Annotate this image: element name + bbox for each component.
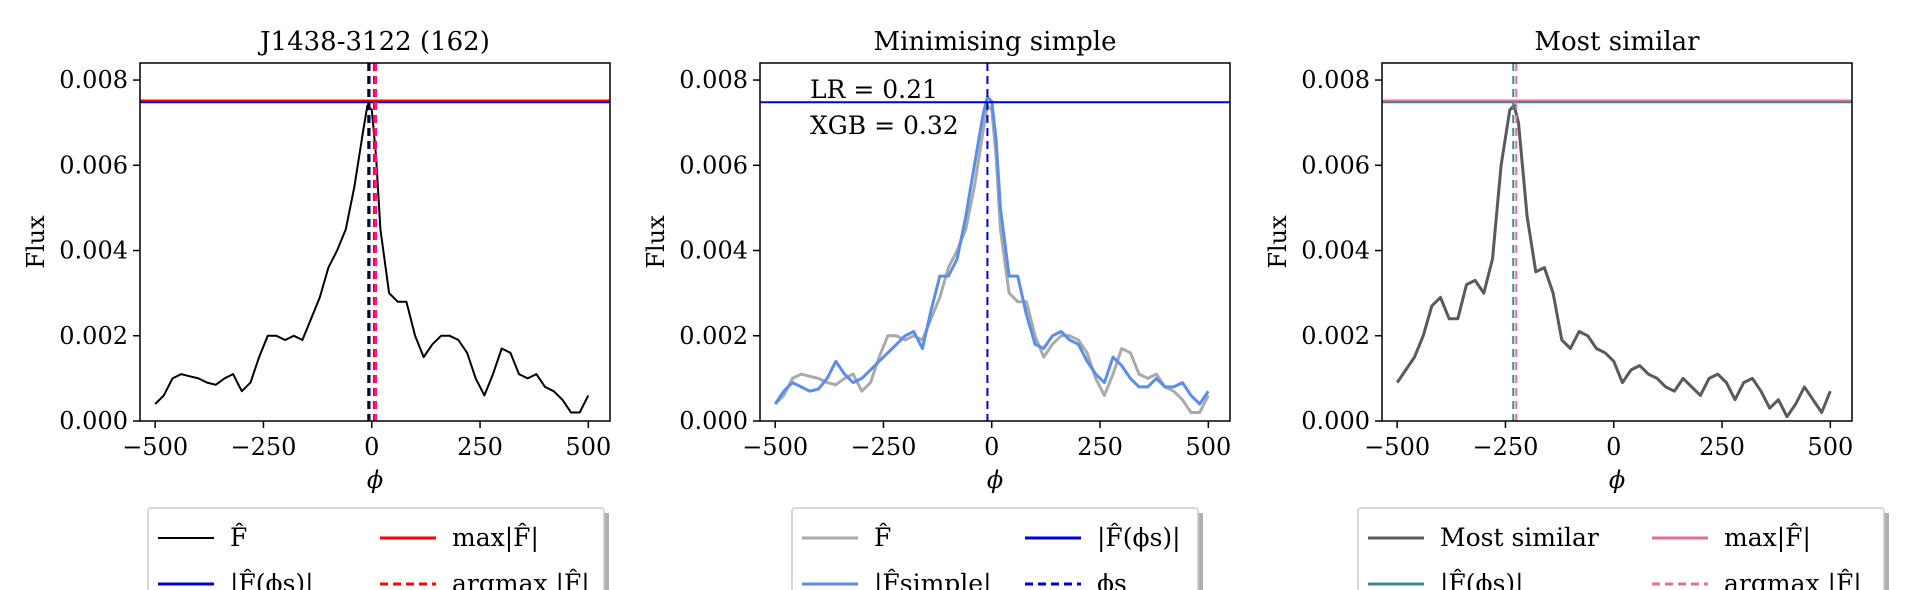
y-tick-label: 0.006 [59,151,128,179]
y-tick-label: 0.004 [679,237,748,265]
series-line-1 [1395,104,1832,419]
x-tick-label: 0 [1606,433,1621,461]
x-tick-label: −500 [122,433,188,461]
x-tick-label: 0 [364,433,379,461]
x-tick-label: −250 [1472,433,1538,461]
axes-frame [759,62,1231,422]
y-tick-label: 0.002 [1301,322,1370,350]
annotation-text: XGB = 0.32 [810,111,959,140]
legend-label: |F̂(ϕs)| [230,569,314,590]
y-tick-label: 0.004 [1301,237,1370,265]
y-tick-label: 0.008 [679,66,748,94]
y-tick-label: 0.006 [1301,151,1370,179]
legend-label: F̂ [230,523,247,552]
chart-title: Minimising simple [874,27,1117,57]
plot-area [1382,63,1852,421]
chart-panel-3: Most similar −500 −250 0 250 500 0.000 0.002 0.0… [1264,27,1889,590]
x-axis-label: ϕ [367,466,383,494]
x-axis-label: ϕ [1609,466,1625,494]
x-tick-label: 500 [1807,433,1853,461]
x-axis-label: ϕ [987,466,1003,494]
x-tick-label: 0 [984,433,999,461]
series-line-2 [773,95,1210,406]
annotation-text: LR = 0.21 [810,75,938,104]
chart-panel-2: Minimising simple −500 −250 0 250 500 0.000 0.0… [642,27,1231,590]
x-tick-label: 250 [457,433,503,461]
axes-frame [1381,62,1853,422]
y-tick-label: 0.000 [679,407,748,435]
legend-box [1357,507,1885,590]
y-tick-label: 0.000 [1301,407,1370,435]
chart-title: J1438-3122 (162) [257,27,490,57]
y-axis-label: Flux [642,215,670,269]
x-tick-label: −250 [850,433,916,461]
y-axis-label: Flux [1264,215,1292,269]
y-tick-label: 0.006 [679,151,748,179]
legend-label: argmax |F̂| [452,569,590,590]
x-tick-label: 500 [565,433,611,461]
x-tick-label: 250 [1077,433,1123,461]
x-tick-label: −250 [230,433,296,461]
y-axis-label: Flux [22,215,50,269]
legend: F̂ max|F̂| |F̂(ϕs)| argmax |F̂| [147,507,609,590]
y-tick-label: 0.008 [59,66,128,94]
legend-label: |F̂(ϕs)| [1097,523,1181,553]
legend-label: F̂ [874,523,891,552]
chart-panel-1: J1438-3122 (162) −500 −250 0 250 500 0.000 0.00… [22,27,611,590]
legend-label: |F̂(ϕs)| [1440,569,1524,590]
chart-title: Most similar [1534,27,1700,57]
legend: Most similar max|F̂| |F̂(ϕs)| argmax |F̂| [1357,507,1889,590]
x-tick-label: 500 [1185,433,1231,461]
legend-label: argmax |F̂| [1724,569,1862,590]
legend-label: Most similar [1440,523,1599,552]
legend: F̂ |F̂(ϕs)| |F̂simple| ϕs [791,507,1203,590]
y-tick-label: 0.002 [59,322,128,350]
y-tick-label: 0.000 [59,407,128,435]
plot-area [760,63,1230,421]
x-tick-label: −500 [742,433,808,461]
x-tick-label: −500 [1364,433,1430,461]
legend-box [791,507,1199,590]
legend-label: max|F̂| [452,523,539,553]
legend-box [147,507,605,590]
y-tick-label: 0.002 [679,322,748,350]
y-tick-label: 0.008 [1301,66,1370,94]
series-line-1 [154,104,590,414]
plot-area [140,63,610,421]
legend-label: max|F̂| [1724,523,1811,553]
legend-label: |F̂simple| [874,569,992,590]
axes-frame [139,62,611,422]
y-tick-label: 0.004 [59,237,128,265]
legend-label: ϕs [1097,569,1127,590]
x-tick-label: 250 [1699,433,1745,461]
